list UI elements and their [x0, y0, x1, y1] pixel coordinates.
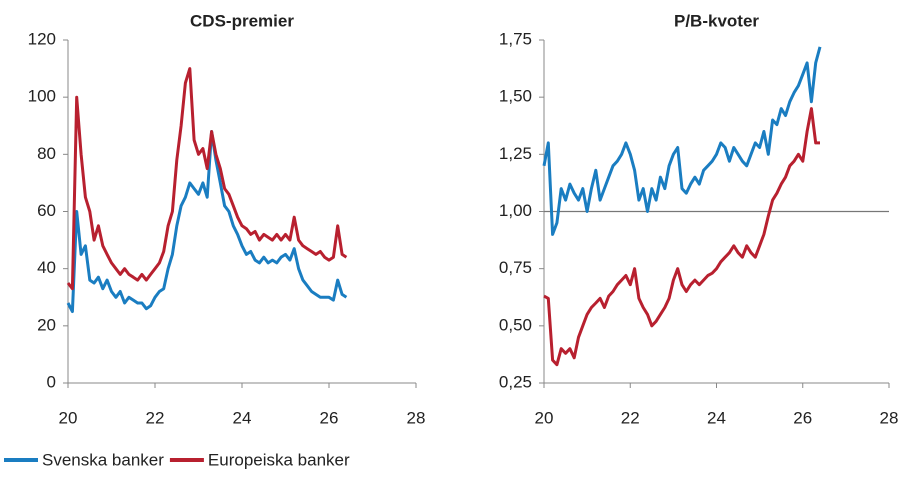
x-tick-label: 28	[407, 408, 426, 427]
data-line	[66, 130, 348, 313]
chart-title: P/B-kvoter	[674, 11, 759, 30]
x-tick-label: 24	[233, 408, 252, 427]
data-line	[66, 67, 348, 291]
y-tick-label: 120	[28, 29, 56, 48]
x-tick-label: 20	[535, 408, 554, 427]
x-tick-label: 22	[146, 408, 165, 427]
y-tick-label: 0,50	[499, 315, 532, 334]
y-tick-label: 60	[37, 201, 56, 220]
y-tick-label: 1,75	[499, 29, 532, 48]
y-tick-label: 1,50	[499, 87, 532, 106]
x-tick-label: 24	[707, 408, 726, 427]
y-tick-label: 40	[37, 258, 56, 277]
data-line	[542, 46, 822, 236]
x-tick-label: 26	[320, 408, 339, 427]
y-tick-label: 100	[28, 87, 56, 106]
chart-title: CDS-premier	[190, 11, 294, 30]
y-tick-label: 1,00	[499, 201, 532, 220]
legend-label: Europeiska banker	[208, 450, 350, 469]
y-tick-label: 1,25	[499, 144, 532, 163]
y-tick-label: 0	[47, 372, 56, 391]
x-tick-label: 28	[880, 408, 899, 427]
x-tick-label: 26	[793, 408, 812, 427]
y-tick-label: 20	[37, 315, 56, 334]
legend-label: Svenska banker	[42, 450, 164, 469]
x-tick-label: 20	[59, 408, 78, 427]
y-tick-label: 0,25	[499, 372, 532, 391]
y-tick-label: 80	[37, 144, 56, 163]
y-tick-label: 0,75	[499, 258, 532, 277]
data-line	[543, 107, 820, 367]
x-tick-label: 22	[621, 408, 640, 427]
